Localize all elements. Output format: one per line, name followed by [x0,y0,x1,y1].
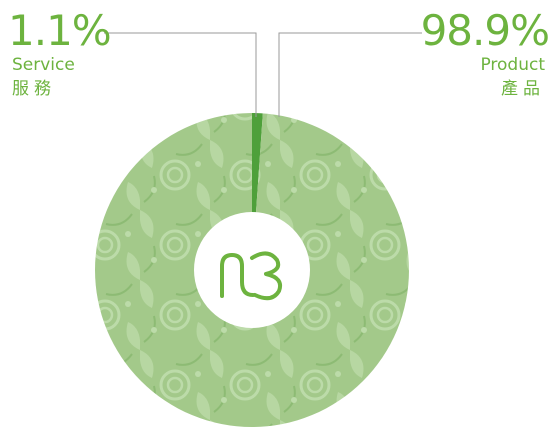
donut-ring [87,105,417,432]
product-slice [87,105,417,432]
product-label-zh: 產品 [501,79,545,99]
product-label-en: Product [480,55,545,75]
service-label-zh: 服務 [12,79,56,99]
product-percent: 98.9% [420,6,550,55]
leader-lines [104,32,422,117]
service-label-en: Service [12,55,75,75]
product-leader-line [278,32,422,117]
service-slice [252,105,264,270]
service-percent: 1.1% [8,6,112,55]
service-leader-line [104,32,257,117]
n3-logo [220,251,283,301]
